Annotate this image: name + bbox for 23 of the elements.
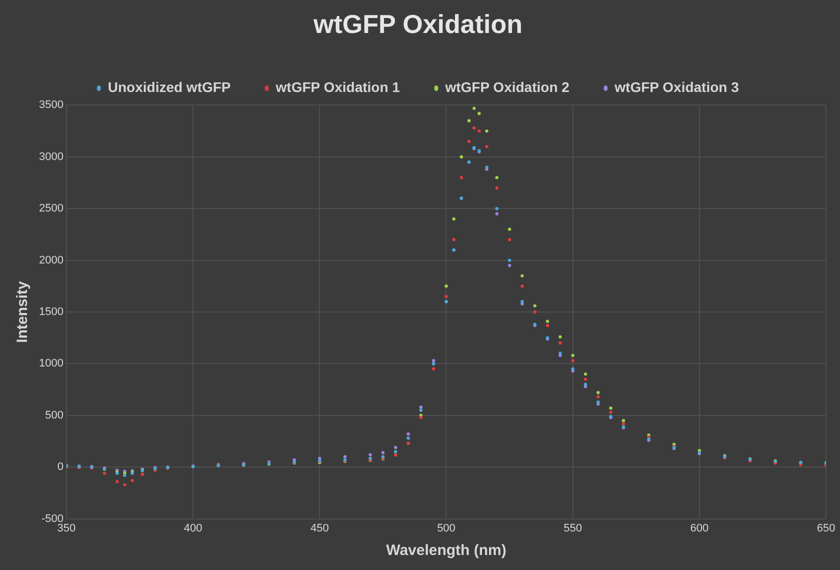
x-tick-label: 550 bbox=[564, 522, 582, 534]
legend-label: wtGFP Oxidation 3 bbox=[614, 79, 740, 96]
chart-title: wtGFP Oxidation bbox=[312, 8, 522, 39]
y-tick-label: 1000 bbox=[38, 358, 64, 370]
y-tick-label: -500 bbox=[41, 512, 64, 525]
y-tick-label: 3000 bbox=[38, 150, 64, 163]
x-axis-title: Wavelength (nm) bbox=[386, 542, 506, 560]
x-tick-label: 600 bbox=[690, 522, 709, 534]
y-tick-label: 2500 bbox=[38, 202, 64, 215]
x-tick-label: 350 bbox=[57, 522, 76, 534]
legend-label: Unoxidized wtGFP bbox=[108, 79, 231, 96]
y-tick-label: 3500 bbox=[38, 99, 64, 112]
x-tick-label: 400 bbox=[184, 522, 202, 534]
x-tick-label: 500 bbox=[437, 522, 456, 534]
y-tick-label: 1500 bbox=[38, 306, 64, 318]
x-tick-label: 450 bbox=[310, 522, 329, 534]
y-tick-label: 500 bbox=[45, 409, 64, 422]
x-tick-label: 650 bbox=[816, 522, 836, 534]
y-axis-title: Intensity bbox=[14, 280, 32, 343]
legend-label: wtGFP Oxidation 1 bbox=[274, 79, 400, 96]
y-tick-label: 0 bbox=[57, 461, 64, 474]
y-tick-label: 2000 bbox=[38, 254, 64, 266]
legend-label: wtGFP Oxidation 2 bbox=[444, 79, 570, 96]
